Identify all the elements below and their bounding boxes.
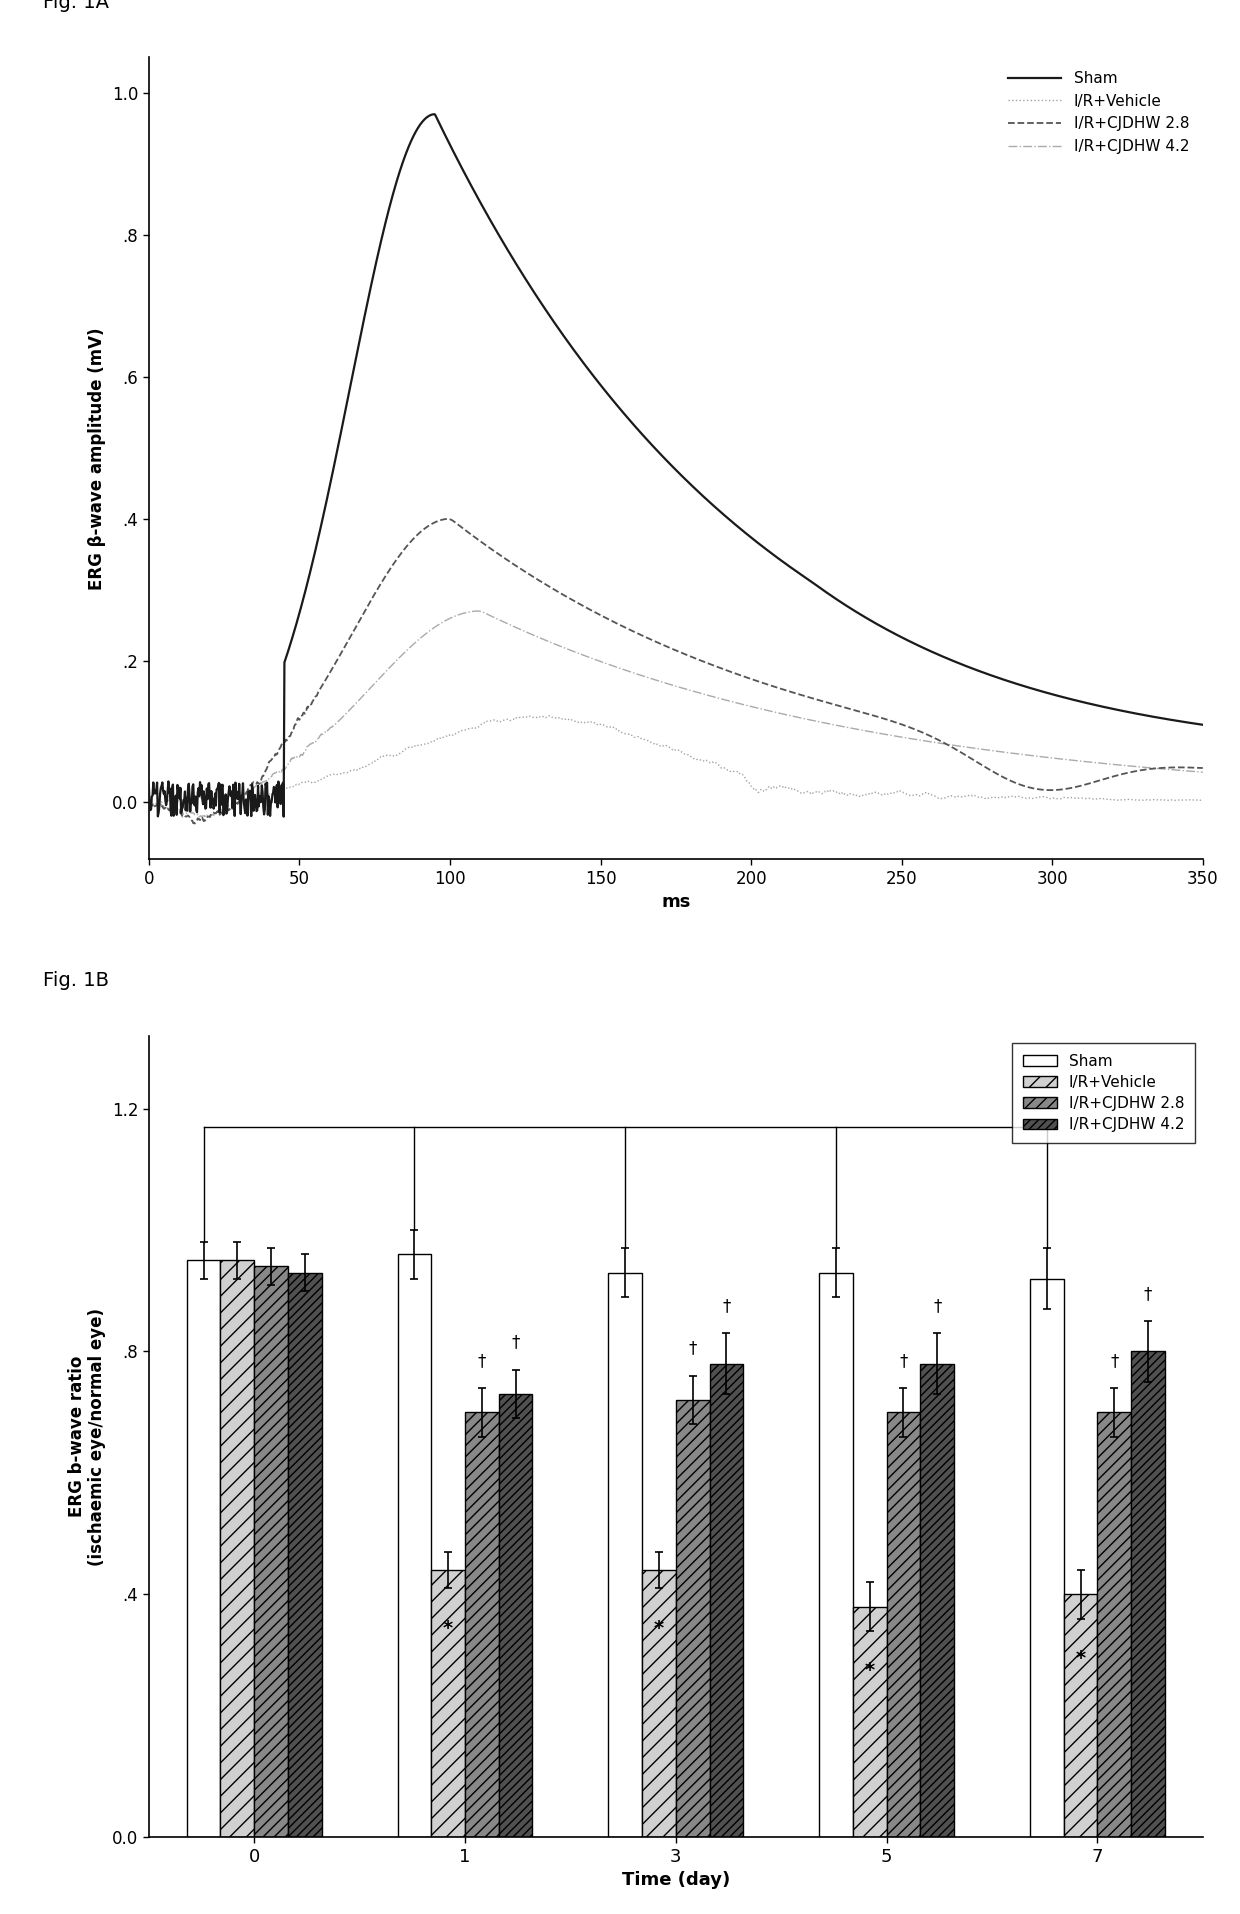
Bar	[432, 1569, 465, 1837]
Bar	[398, 1254, 432, 1837]
Bar	[820, 1273, 853, 1837]
Bar	[920, 1363, 954, 1837]
Text: †: †	[688, 1340, 697, 1357]
X-axis label: Time (day): Time (day)	[621, 1872, 730, 1889]
Bar	[676, 1399, 709, 1837]
Bar	[642, 1569, 676, 1837]
Text: †: †	[477, 1351, 486, 1370]
Bar	[498, 1393, 532, 1837]
Text: †: †	[1143, 1284, 1152, 1303]
Y-axis label: ERG b-wave ratio
(ischaemic eye/normal eye): ERG b-wave ratio (ischaemic eye/normal e…	[67, 1307, 107, 1566]
Bar	[1030, 1279, 1064, 1837]
Bar	[221, 1261, 254, 1837]
Bar	[254, 1267, 288, 1837]
Bar	[609, 1273, 642, 1837]
Y-axis label: ERG β-wave amplitude (mV): ERG β-wave amplitude (mV)	[88, 327, 107, 590]
Text: Fig. 1A: Fig. 1A	[43, 0, 109, 11]
Bar	[709, 1363, 743, 1837]
Legend: Sham, I/R+Vehicle, I/R+CJDHW 2.8, I/R+CJDHW 4.2: Sham, I/R+Vehicle, I/R+CJDHW 2.8, I/R+CJ…	[1002, 65, 1195, 161]
X-axis label: ms: ms	[661, 894, 691, 911]
Text: *: *	[1075, 1650, 1085, 1669]
Bar	[1131, 1351, 1164, 1837]
Text: †: †	[899, 1351, 908, 1370]
Text: †: †	[511, 1334, 520, 1351]
Text: †: †	[932, 1298, 941, 1315]
Bar	[1097, 1413, 1131, 1837]
Bar	[288, 1273, 321, 1837]
Bar	[465, 1413, 498, 1837]
Legend: Sham, I/R+Vehicle, I/R+CJDHW 2.8, I/R+CJDHW 4.2: Sham, I/R+Vehicle, I/R+CJDHW 2.8, I/R+CJ…	[1012, 1043, 1195, 1143]
Bar	[887, 1413, 920, 1837]
Text: †: †	[1110, 1351, 1118, 1370]
Text: *: *	[653, 1619, 663, 1638]
Text: Fig. 1B: Fig. 1B	[43, 972, 109, 990]
Text: *: *	[443, 1619, 453, 1638]
Bar	[853, 1606, 887, 1837]
Text: †: †	[722, 1298, 730, 1315]
Bar	[187, 1261, 221, 1837]
Text: *: *	[864, 1661, 874, 1680]
Bar	[1064, 1594, 1097, 1837]
